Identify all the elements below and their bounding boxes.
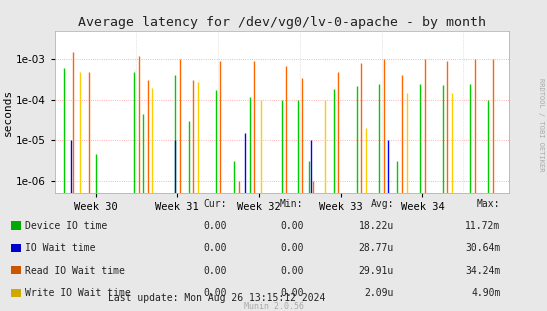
Text: 0.00: 0.00 [280, 288, 304, 298]
Text: 0.00: 0.00 [203, 244, 227, 253]
Title: Average latency for /dev/vg0/lv-0-apache - by month: Average latency for /dev/vg0/lv-0-apache… [78, 16, 486, 29]
Text: IO Wait time: IO Wait time [25, 244, 96, 253]
Text: RRDTOOL / TOBI OETIKER: RRDTOOL / TOBI OETIKER [538, 78, 544, 171]
Text: 11.72m: 11.72m [465, 221, 501, 231]
Y-axis label: seconds: seconds [3, 88, 13, 136]
Text: 34.24m: 34.24m [465, 266, 501, 276]
Text: Avg:: Avg: [370, 199, 394, 209]
Text: Munin 2.0.56: Munin 2.0.56 [243, 302, 304, 311]
Text: 18.22u: 18.22u [359, 221, 394, 231]
Text: Device IO time: Device IO time [25, 221, 107, 231]
Text: Read IO Wait time: Read IO Wait time [25, 266, 125, 276]
Text: 2.09u: 2.09u [364, 288, 394, 298]
Text: 0.00: 0.00 [280, 244, 304, 253]
Text: 28.77u: 28.77u [359, 244, 394, 253]
Text: 0.00: 0.00 [280, 221, 304, 231]
Text: Write IO Wait time: Write IO Wait time [25, 288, 131, 298]
Text: Last update: Mon Aug 26 13:15:12 2024: Last update: Mon Aug 26 13:15:12 2024 [108, 293, 325, 303]
Text: 4.90m: 4.90m [471, 288, 501, 298]
Text: 0.00: 0.00 [203, 266, 227, 276]
Text: 0.00: 0.00 [280, 266, 304, 276]
Text: 30.64m: 30.64m [465, 244, 501, 253]
Text: Cur:: Cur: [203, 199, 227, 209]
Text: 0.00: 0.00 [203, 221, 227, 231]
Text: Min:: Min: [280, 199, 304, 209]
Text: 29.91u: 29.91u [359, 266, 394, 276]
Text: 0.00: 0.00 [203, 288, 227, 298]
Text: Max:: Max: [477, 199, 501, 209]
